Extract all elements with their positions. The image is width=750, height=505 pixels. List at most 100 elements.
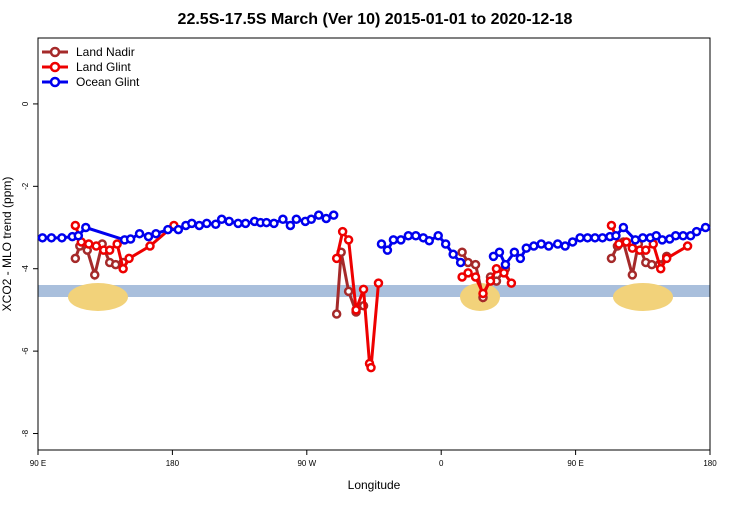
point — [506, 278, 517, 288]
y-tick-label: -6 — [21, 347, 30, 355]
point — [478, 288, 488, 299]
point — [388, 235, 399, 245]
point — [621, 237, 632, 247]
point — [433, 231, 443, 241]
point — [627, 270, 638, 280]
point — [470, 259, 481, 270]
plot-frame — [37, 37, 711, 451]
point — [606, 220, 617, 231]
chart-title: 22.5S-17.5S March (Ver 10) 2015-01-01 to… — [178, 11, 573, 28]
point — [70, 253, 81, 264]
y-tick-label: 0 — [21, 101, 30, 106]
x-tick-label: 180 — [166, 459, 180, 468]
legend-marker — [49, 61, 61, 73]
point — [638, 233, 648, 243]
point — [536, 239, 547, 249]
point — [630, 235, 641, 245]
point — [91, 241, 101, 251]
point — [134, 228, 145, 239]
point — [647, 259, 657, 270]
point — [84, 239, 94, 249]
point — [313, 210, 324, 220]
point — [682, 241, 693, 251]
point — [73, 231, 84, 241]
point — [358, 284, 369, 295]
point — [366, 362, 376, 373]
legend-label: Land Nadir — [76, 45, 135, 59]
point — [606, 253, 617, 264]
point — [618, 222, 629, 233]
point — [455, 257, 466, 268]
point — [331, 253, 342, 264]
point — [521, 243, 532, 253]
point — [112, 239, 122, 249]
point — [216, 214, 227, 225]
point — [124, 253, 134, 264]
legend-marker — [49, 76, 61, 88]
point — [470, 272, 481, 282]
point — [278, 214, 288, 225]
point — [491, 263, 502, 274]
point — [70, 220, 81, 231]
point — [151, 228, 161, 239]
point — [509, 247, 520, 257]
point — [403, 231, 414, 241]
point — [655, 263, 666, 274]
point — [691, 226, 702, 237]
point — [163, 224, 173, 235]
point — [351, 305, 361, 315]
y-tick-label: -4 — [21, 265, 30, 273]
point — [543, 241, 554, 251]
point — [670, 231, 681, 241]
point — [485, 276, 496, 286]
x-tick-label: 90 W — [297, 459, 316, 468]
series-line — [73, 238, 668, 315]
point — [627, 243, 638, 253]
point — [331, 309, 342, 319]
point — [328, 210, 339, 220]
point — [567, 237, 578, 247]
point — [560, 241, 570, 251]
point — [463, 268, 473, 278]
x-tick-label: 90 E — [567, 459, 583, 468]
point — [224, 216, 234, 227]
point — [448, 249, 458, 260]
point — [46, 233, 57, 243]
point — [118, 263, 128, 274]
point — [651, 231, 661, 241]
legend-marker — [49, 46, 61, 58]
point — [376, 239, 387, 249]
map-strip — [38, 283, 710, 311]
point — [500, 259, 511, 270]
point — [575, 233, 585, 243]
point — [700, 222, 711, 233]
point — [597, 233, 608, 243]
x-tick-label: 90 E — [30, 459, 46, 468]
point — [552, 239, 563, 249]
point — [57, 233, 67, 243]
y-tick-label: -2 — [21, 182, 30, 190]
point — [529, 241, 539, 251]
point — [125, 234, 136, 244]
point — [321, 213, 331, 224]
point — [457, 247, 467, 257]
point — [440, 239, 451, 249]
point — [261, 217, 272, 228]
point — [143, 231, 154, 242]
point — [494, 247, 505, 257]
point — [657, 235, 667, 245]
point — [382, 245, 393, 255]
point — [457, 272, 467, 282]
point — [515, 253, 526, 264]
point — [285, 220, 296, 231]
x-tick-label: 180 — [703, 459, 717, 468]
point — [396, 235, 406, 245]
point — [201, 218, 212, 229]
point — [343, 286, 354, 297]
point — [582, 233, 593, 243]
point — [411, 231, 421, 241]
y-axis-label: XCO2 - MLO trend (ppm) — [0, 177, 14, 312]
point — [81, 222, 91, 233]
point — [337, 226, 348, 237]
